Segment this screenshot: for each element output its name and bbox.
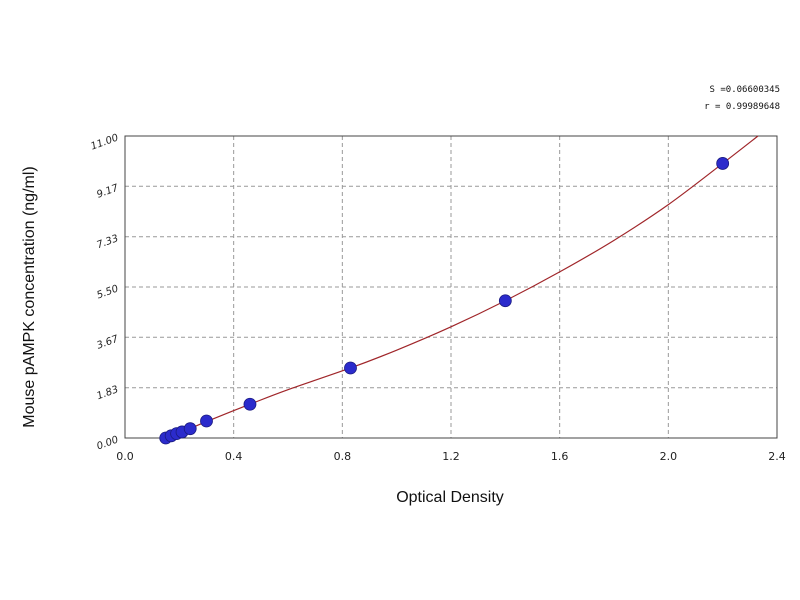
chart-svg: 0.0 0.4 0.8 1.2 1.6 2.0 2.40.001.833.675.507.3… (21, 85, 786, 506)
x-tick-label: 2.0 (660, 450, 678, 463)
tick-labels: 0.0 0.4 0.8 1.2 1.6 2.0 2.40.001.833.675.507.3… (89, 132, 785, 463)
y-tick-label: 3.67 (95, 334, 120, 352)
data-points (159, 157, 730, 445)
x-tick-label: 0.8 (334, 450, 352, 463)
y-tick-label: 7.33 (95, 233, 120, 251)
data-point (498, 294, 512, 308)
data-point (183, 422, 197, 436)
y-tick-label: 1.83 (95, 384, 120, 402)
x-tick-label: 0.0 (116, 450, 134, 463)
data-point (200, 414, 213, 428)
fit-r-value: r = 0.99989648 (704, 102, 780, 112)
y-axis-label: Mouse pAMPK concentration (ng/ml) (21, 166, 38, 427)
data-point (344, 361, 357, 375)
x-axis-label: Optical Density (396, 489, 504, 506)
chart-frame: 0.0 0.4 0.8 1.2 1.6 2.0 2.4 0.00 1.83 3.67 5.50 7.3… (0, 80, 800, 516)
data-point (716, 157, 730, 170)
plot-border (124, 135, 778, 439)
y-tick-label: 11.00 (89, 132, 120, 152)
x-tick-label: 2.4 (768, 450, 786, 463)
x-tick-label: 0.4 (225, 450, 243, 463)
y-tick-label: 9.17 (95, 183, 120, 201)
fit-s-value: S =0.06600345 (710, 85, 780, 95)
x-tick-label: 1.6 (551, 450, 569, 463)
y-tick-label: 5.50 (95, 283, 120, 301)
grid (125, 136, 777, 438)
data-point (243, 397, 257, 411)
x-tick-label: 1.2 (442, 450, 460, 463)
